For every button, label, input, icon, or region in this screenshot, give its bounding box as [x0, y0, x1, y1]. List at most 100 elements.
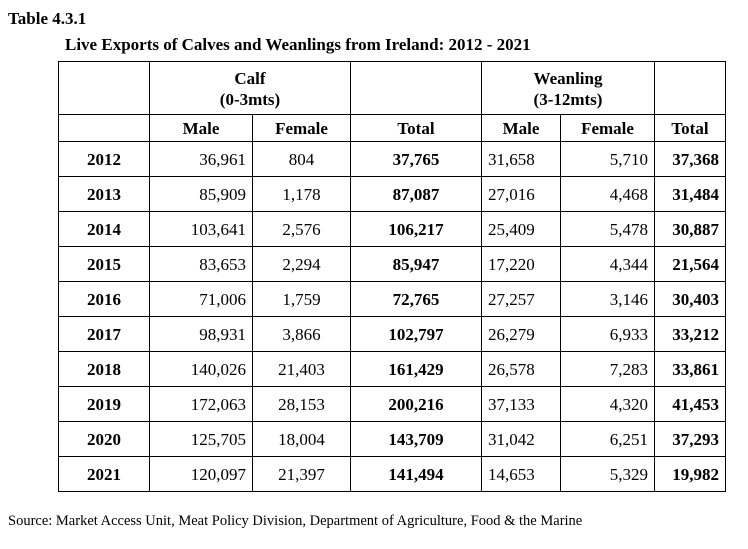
- wean-male-cell: 26,279: [481, 316, 561, 352]
- year-cell: 2021: [58, 456, 150, 492]
- wean-total-cell: 33,212: [654, 316, 726, 352]
- wean-total-cell: 21,564: [654, 246, 726, 282]
- calf-male-cell: 103,641: [149, 211, 253, 247]
- source-note: Source: Market Access Unit, Meat Policy …: [8, 513, 583, 529]
- wean-female-cell: 4,320: [560, 386, 655, 422]
- calf-male-cell: 83,653: [149, 246, 253, 282]
- calf-total-cell: 106,217: [350, 211, 482, 247]
- wean-total-cell: 37,293: [654, 421, 726, 457]
- wean-female-cell: 7,283: [560, 351, 655, 387]
- table-caption: Live Exports of Calves and Weanlings fro…: [65, 35, 531, 54]
- wean-female-cell: 6,933: [560, 316, 655, 352]
- calf-total-spacer: [350, 61, 482, 115]
- calf-male-cell: 98,931: [149, 316, 253, 352]
- calf-total-cell: 85,947: [350, 246, 482, 282]
- calf-total-cell: 200,216: [350, 386, 482, 422]
- calf-male-cell: 85,909: [149, 176, 253, 212]
- calf-total-cell: 102,797: [350, 316, 482, 352]
- wean-total-cell: 30,403: [654, 281, 726, 317]
- calf-total-cell: 143,709: [350, 421, 482, 457]
- calf-female-cell: 804: [252, 141, 351, 177]
- wean-male-cell: 17,220: [481, 246, 561, 282]
- wean-total-cell: 41,453: [654, 386, 726, 422]
- wean-total-cell: 33,861: [654, 351, 726, 387]
- year-header: [58, 114, 150, 142]
- calf-male-cell: 71,006: [149, 281, 253, 317]
- column-header: Total: [654, 114, 726, 142]
- wean-total-cell: 19,982: [654, 456, 726, 492]
- year-cell: 2012: [58, 141, 150, 177]
- calf-total-cell: 161,429: [350, 351, 482, 387]
- column-header: Female: [252, 114, 351, 142]
- year-cell: 2014: [58, 211, 150, 247]
- year-cell: 2019: [58, 386, 150, 422]
- calf-female-cell: 2,576: [252, 211, 351, 247]
- column-header: Male: [149, 114, 253, 142]
- table-row: 2021 120,097 21,397 141,494 14,653 5,329 19,98…: [58, 456, 726, 492]
- wean-female-cell: 5,478: [560, 211, 655, 247]
- table-label: Table 4.3.1: [8, 9, 87, 28]
- weanling-group-header: Weanling (3-12mts): [481, 61, 655, 115]
- weanling-group-title: Weanling: [533, 69, 603, 88]
- year-cell: 2013: [58, 176, 150, 212]
- calf-female-cell: 21,403: [252, 351, 351, 387]
- table-row: 2015 83,653 2,294 85,947 17,220 4,344 21,564: [58, 246, 726, 282]
- weanling-total-spacer: [654, 61, 726, 115]
- table-row: 2018 140,026 21,403 161,429 26,578 7,283 33,86…: [58, 351, 726, 387]
- calf-male-cell: 120,097: [149, 456, 253, 492]
- wean-male-cell: 37,133: [481, 386, 561, 422]
- table-row: 2012 36,961 804 37,765 31,658 5,710 37,368: [58, 141, 726, 177]
- calf-female-cell: 1,759: [252, 281, 351, 317]
- calf-group-age: (0-3mts): [219, 90, 281, 109]
- calf-male-cell: 36,961: [149, 141, 253, 177]
- year-cell: 2020: [58, 421, 150, 457]
- table-row: 2013 85,909 1,178 87,087 27,016 4,468 31,484: [58, 176, 726, 212]
- table-row: 2019 172,063 28,153 200,216 37,133 4,320 41,45…: [58, 386, 726, 422]
- calf-female-cell: 28,153: [252, 386, 351, 422]
- wean-female-cell: 5,329: [560, 456, 655, 492]
- calf-female-cell: 2,294: [252, 246, 351, 282]
- wean-total-cell: 37,368: [654, 141, 726, 177]
- exports-table: Calf (0-3mts) Weanling (3-12mts) Male Fe…: [58, 61, 726, 492]
- calf-total-cell: 37,765: [350, 141, 482, 177]
- calf-group-title: Calf: [234, 69, 266, 88]
- column-header: Total: [350, 114, 482, 142]
- calf-female-cell: 3,866: [252, 316, 351, 352]
- wean-male-cell: 25,409: [481, 211, 561, 247]
- calf-total-cell: 72,765: [350, 281, 482, 317]
- table-body: 2012 36,961 804 37,765 31,658 5,710 37,368 2013…: [58, 141, 726, 492]
- wean-female-cell: 4,344: [560, 246, 655, 282]
- calf-female-cell: 18,004: [252, 421, 351, 457]
- table-row: 2020 125,705 18,004 143,709 31,042 6,251 37,29…: [58, 421, 726, 457]
- wean-female-cell: 5,710: [560, 141, 655, 177]
- column-header: Female: [560, 114, 655, 142]
- calf-male-cell: 140,026: [149, 351, 253, 387]
- calf-total-cell: 87,087: [350, 176, 482, 212]
- calf-male-cell: 125,705: [149, 421, 253, 457]
- calf-group-header: Calf (0-3mts): [149, 61, 351, 115]
- column-header: Male: [481, 114, 561, 142]
- year-cell: 2015: [58, 246, 150, 282]
- year-cell: 2017: [58, 316, 150, 352]
- calf-total-cell: 141,494: [350, 456, 482, 492]
- calf-female-cell: 21,397: [252, 456, 351, 492]
- wean-male-cell: 27,016: [481, 176, 561, 212]
- calf-female-cell: 1,178: [252, 176, 351, 212]
- weanling-group-age: (3-12mts): [533, 90, 603, 109]
- wean-female-cell: 6,251: [560, 421, 655, 457]
- table-row: 2017 98,931 3,866 102,797 26,279 6,933 33,212: [58, 316, 726, 352]
- wean-female-cell: 3,146: [560, 281, 655, 317]
- wean-total-cell: 31,484: [654, 176, 726, 212]
- wean-male-cell: 26,578: [481, 351, 561, 387]
- wean-male-cell: 14,653: [481, 456, 561, 492]
- year-cell: 2016: [58, 281, 150, 317]
- year-cell: 2018: [58, 351, 150, 387]
- calf-male-cell: 172,063: [149, 386, 253, 422]
- wean-male-cell: 31,658: [481, 141, 561, 177]
- wean-female-cell: 4,468: [560, 176, 655, 212]
- wean-male-cell: 27,257: [481, 281, 561, 317]
- table-row: 2016 71,006 1,759 72,765 27,257 3,146 30,403: [58, 281, 726, 317]
- wean-male-cell: 31,042: [481, 421, 561, 457]
- wean-total-cell: 30,887: [654, 211, 726, 247]
- corner-cell: [58, 61, 150, 115]
